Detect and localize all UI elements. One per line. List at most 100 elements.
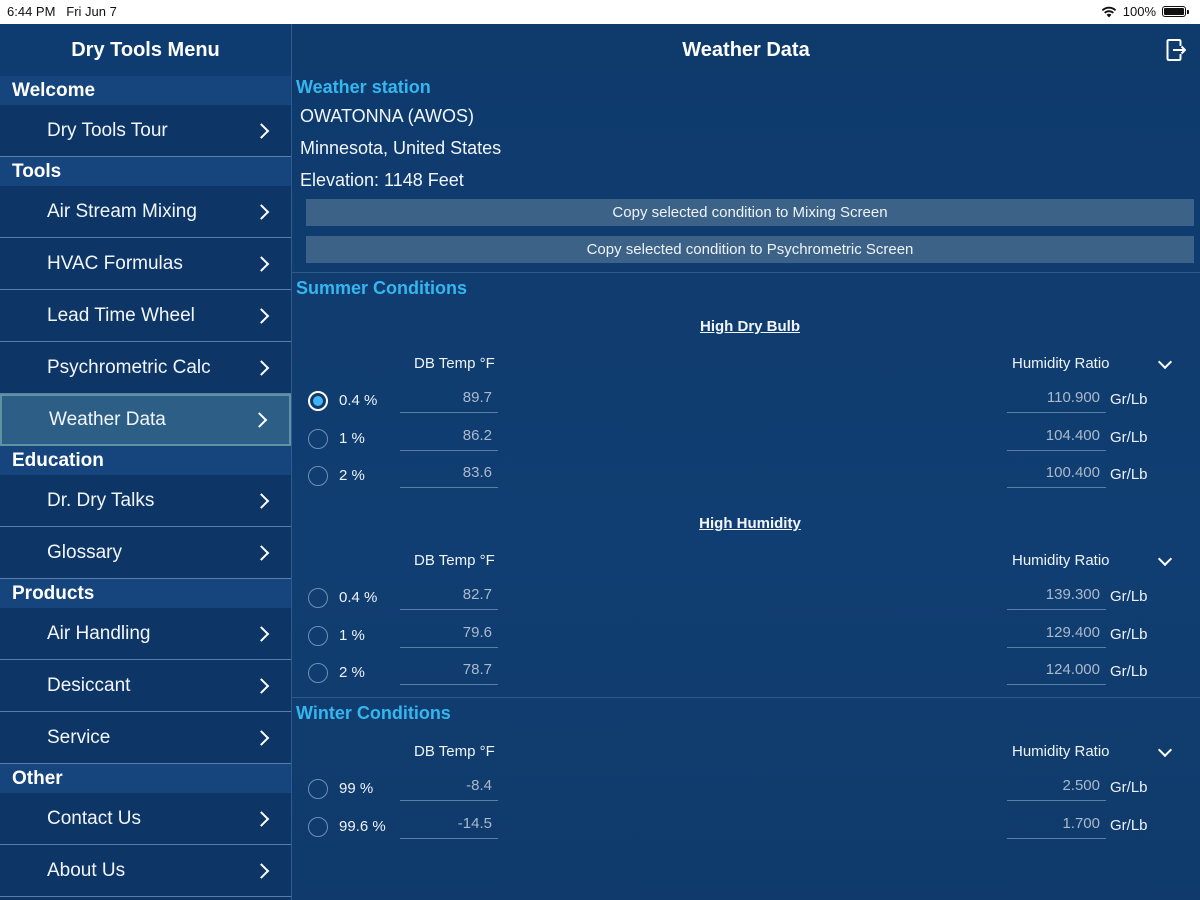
sidebar-item-label: Dr. Dry Talks <box>47 490 155 511</box>
copy-to-psychrometric-button[interactable]: Copy selected condition to Psychrometric… <box>306 236 1194 263</box>
winter-conditions-heading: Winter Conditions <box>296 703 451 723</box>
condition-radio[interactable] <box>308 588 328 608</box>
sidebar-item-psychrometric-calc[interactable]: Psychrometric Calc <box>0 342 291 394</box>
percentile-label: 0.4 % <box>339 392 378 409</box>
condition-radio[interactable] <box>308 817 328 837</box>
sidebar-item-label: Air Stream Mixing <box>47 201 197 222</box>
unit-label: Gr/Lb <box>1110 779 1148 796</box>
humidity-ratio-value: 1.700 <box>1007 813 1106 839</box>
condition-radio[interactable] <box>308 626 328 646</box>
sidebar-item-label: Psychrometric Calc <box>47 357 211 378</box>
sidebar-item-desiccant[interactable]: Desiccant <box>0 660 291 712</box>
weather-station-heading: Weather station <box>296 77 431 97</box>
sidebar-item-contact-us[interactable]: Contact Us <box>0 793 291 845</box>
copy-to-mixing-button[interactable]: Copy selected condition to Mixing Screen <box>306 199 1194 226</box>
condition-row: 1 % 86.2 104.400 Gr/Lb <box>292 425 1200 455</box>
sidebar-item-about-us[interactable]: About Us <box>0 845 291 897</box>
condition-radio[interactable] <box>308 429 328 449</box>
unit-label: Gr/Lb <box>1110 466 1148 483</box>
sidebar-item-label: HVAC Formulas <box>47 253 183 274</box>
condition-row: 2 % 83.6 100.400 Gr/Lb <box>292 462 1200 492</box>
condition-row: 0.4 % 82.7 139.300 Gr/Lb <box>292 584 1200 614</box>
condition-radio[interactable] <box>308 663 328 683</box>
sidebar-item-label: Contact Us <box>47 808 141 829</box>
station-elevation: Elevation: 1148 Feet <box>300 170 464 190</box>
condition-radio[interactable] <box>308 466 328 486</box>
percentile-label: 99.6 % <box>339 818 386 835</box>
sidebar-item-weather-data[interactable]: Weather Data <box>0 394 291 446</box>
chevron-down-icon[interactable] <box>1157 742 1173 758</box>
chevron-right-icon <box>253 307 270 324</box>
db-temp-value: -14.5 <box>400 813 498 839</box>
humidity-ratio-header[interactable]: Humidity Ratio <box>1012 552 1110 569</box>
humidity-ratio-value: 139.300 <box>1007 584 1106 610</box>
db-temp-value: 79.6 <box>400 622 498 648</box>
db-temp-value: 86.2 <box>400 425 498 451</box>
db-temp-header: DB Temp °F <box>414 355 495 372</box>
battery-icon <box>1162 6 1189 17</box>
condition-row: 99 % -8.4 2.500 Gr/Lb <box>292 775 1200 805</box>
sidebar-item-label: Weather Data <box>49 409 166 430</box>
page-title: Weather Data <box>682 39 810 61</box>
divider <box>292 697 1200 698</box>
sidebar-item-air-handling[interactable]: Air Handling <box>0 608 291 660</box>
sidebar-item-air-stream-mixing[interactable]: Air Stream Mixing <box>0 186 291 238</box>
sidebar-menu: Dry Tools Menu Welcome Dry Tools Tour To… <box>0 24 292 900</box>
condition-row: 99.6 % -14.5 1.700 Gr/Lb <box>292 813 1200 843</box>
db-temp-value: -8.4 <box>400 775 498 801</box>
chevron-right-icon <box>251 412 268 428</box>
battery-percent: 100% <box>1122 4 1156 19</box>
sidebar-section-education: Education <box>0 446 291 475</box>
sidebar-item-label: Lead Time Wheel <box>47 305 195 326</box>
condition-row: 0.4 % 89.7 110.900 Gr/Lb <box>292 387 1200 417</box>
status-time: 6:44 PM Fri Jun 7 <box>7 4 117 19</box>
chevron-right-icon <box>253 862 270 879</box>
condition-row: 2 % 78.7 124.000 Gr/Lb <box>292 659 1200 689</box>
condition-radio[interactable] <box>308 779 328 799</box>
sidebar-item-service[interactable]: Service <box>0 712 291 764</box>
humidity-ratio-value: 124.000 <box>1007 659 1106 685</box>
chevron-down-icon[interactable] <box>1157 354 1173 370</box>
condition-radio[interactable] <box>308 391 328 411</box>
db-temp-header: DB Temp °F <box>414 743 495 760</box>
sidebar-section-tools: Tools <box>0 157 291 186</box>
chevron-right-icon <box>253 203 270 220</box>
sidebar-item-dr-dry-talks[interactable]: Dr. Dry Talks <box>0 475 291 527</box>
sidebar-item-label: Air Handling <box>47 623 151 644</box>
sidebar-section-other: Other <box>0 764 291 793</box>
condition-row: 1 % 79.6 129.400 Gr/Lb <box>292 622 1200 652</box>
percentile-label: 2 % <box>339 467 365 484</box>
humidity-ratio-value: 129.400 <box>1007 622 1106 648</box>
chevron-right-icon <box>253 359 270 376</box>
chevron-right-icon <box>253 729 270 746</box>
unit-label: Gr/Lb <box>1110 391 1148 408</box>
humidity-ratio-value: 110.900 <box>1007 387 1106 413</box>
sidebar-item-label: Glossary <box>47 542 122 563</box>
sidebar-item-lead-time-wheel[interactable]: Lead Time Wheel <box>0 290 291 342</box>
sidebar-title: Dry Tools Menu <box>0 24 291 76</box>
unit-label: Gr/Lb <box>1110 429 1148 446</box>
unit-label: Gr/Lb <box>1110 588 1148 605</box>
humidity-ratio-value: 2.500 <box>1007 775 1106 801</box>
sidebar-section-products: Products <box>0 579 291 608</box>
percentile-label: 2 % <box>339 664 365 681</box>
sidebar-item-label: About Us <box>47 860 126 881</box>
exit-icon[interactable] <box>1166 38 1186 62</box>
unit-label: Gr/Lb <box>1110 626 1148 643</box>
humidity-ratio-header[interactable]: Humidity Ratio <box>1012 743 1110 760</box>
sidebar-item-hvac-formulas[interactable]: HVAC Formulas <box>0 238 291 290</box>
chevron-right-icon <box>253 677 270 694</box>
chevron-right-icon <box>253 492 270 509</box>
summer-conditions-heading: Summer Conditions <box>296 278 468 298</box>
percentile-label: 1 % <box>339 627 365 644</box>
sidebar-item-dry-tools-tour[interactable]: Dry Tools Tour <box>0 105 291 157</box>
chevron-right-icon <box>253 122 270 139</box>
chevron-down-icon[interactable] <box>1157 551 1173 567</box>
sidebar-item-glossary[interactable]: Glossary <box>0 527 291 579</box>
chevron-right-icon <box>253 625 270 642</box>
humidity-ratio-header[interactable]: Humidity Ratio <box>1012 355 1110 372</box>
station-name: OWATONNA (AWOS) <box>300 106 474 126</box>
db-temp-header: DB Temp °F <box>414 552 495 569</box>
sidebar-item-label: Dry Tools Tour <box>47 120 168 141</box>
divider <box>292 272 1200 273</box>
